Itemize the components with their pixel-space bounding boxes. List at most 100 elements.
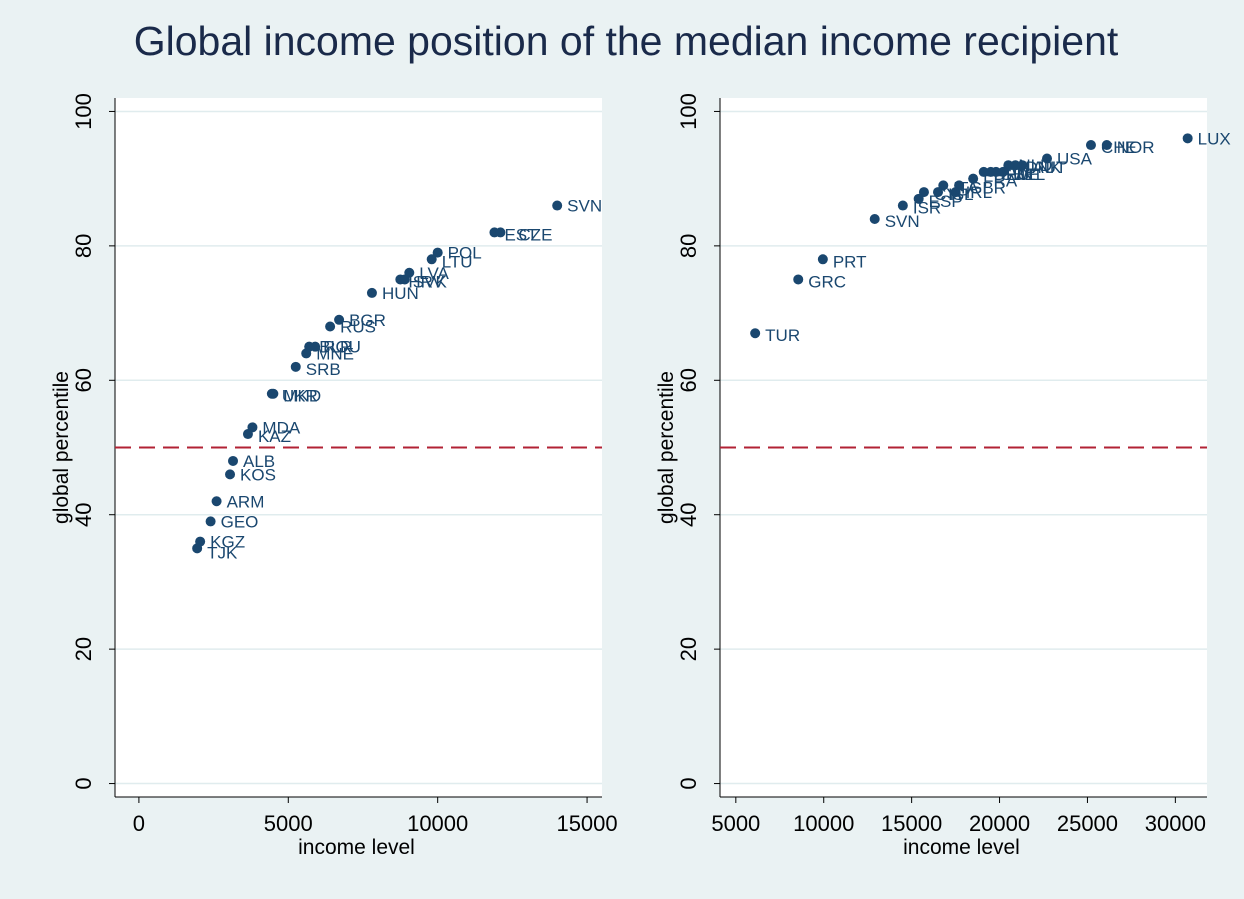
x-tick-label: 10000 <box>407 811 468 836</box>
data-label-aut: AUT <box>1032 158 1066 177</box>
data-point-bgr <box>334 314 345 325</box>
data-label-ita: ITA <box>953 178 979 197</box>
data-label-isr: ISR <box>913 199 941 218</box>
data-label-geo: GEO <box>221 512 259 531</box>
data-label-esp: ESP <box>929 192 963 211</box>
y-tick-label: 100 <box>71 93 96 130</box>
data-label-mda: MDA <box>262 418 300 437</box>
data-point-esp <box>913 193 924 204</box>
data-label-mne: MNE <box>316 344 354 363</box>
data-point-swe <box>985 166 996 177</box>
data-label-gbr: GBR <box>969 178 1006 197</box>
data-label-hun: HUN <box>382 284 419 303</box>
data-label-est: EST <box>504 225 537 244</box>
data-label-ltu: LTU <box>442 252 473 271</box>
data-label-dnk: DNK <box>1025 158 1062 177</box>
data-point-fra <box>968 173 979 184</box>
data-point-geo <box>205 516 216 527</box>
data-point-ita <box>938 180 949 191</box>
data-point-bel <box>998 166 1009 177</box>
data-point-svn <box>869 213 880 224</box>
data-label-irl: IRL <box>966 183 992 202</box>
data-label-kaz: KAZ <box>258 427 291 446</box>
x-tick-label: 15000 <box>556 811 617 836</box>
y-tick-label: 80 <box>676 234 701 258</box>
x-tick-label: 25000 <box>1057 811 1118 836</box>
data-point-nor <box>1101 140 1112 151</box>
data-point-pol <box>432 247 443 258</box>
x-axis-title: income level <box>298 836 415 859</box>
data-label-lva: LVA <box>419 264 449 283</box>
data-label-usa: USA <box>1057 149 1093 168</box>
y-tick-label: 20 <box>676 637 701 661</box>
y-tick-label: 60 <box>676 368 701 392</box>
data-point-mne <box>301 348 312 359</box>
data-label-deu: DEU <box>994 165 1030 184</box>
data-label-alb: ALB <box>243 452 275 471</box>
y-tick-label: 40 <box>71 502 96 526</box>
data-point-tur <box>750 328 761 339</box>
data-point-kaz <box>242 429 253 440</box>
data-point-srb <box>290 361 301 372</box>
data-label-hrv: HRV <box>408 272 444 291</box>
data-point-prt <box>817 254 828 265</box>
chart-panel-1: 0 20 40 60 80 100 0 5000 10000 15000 income level g… <box>50 93 618 859</box>
data-label-svn: SVN <box>885 212 920 231</box>
data-point-irl <box>950 187 961 198</box>
data-point-arm <box>211 496 222 507</box>
data-point-svn <box>552 200 563 211</box>
x-tick-label: 30000 <box>1145 811 1206 836</box>
data-label-cze: CZE <box>518 225 552 244</box>
data-label-bel: BEL <box>1013 165 1045 184</box>
data-label-fin: FIN <box>1006 165 1033 184</box>
data-point-nld <box>1003 160 1014 171</box>
y-axis-title: global percentile <box>50 371 73 524</box>
data-label-kos: KOS <box>240 465 276 484</box>
data-label-nld: NLD <box>1018 156 1052 175</box>
data-point-deu <box>978 166 989 177</box>
data-point-rus <box>325 321 336 332</box>
data-point-isr <box>897 200 908 211</box>
data-label-pol: POL <box>448 244 482 263</box>
data-label-srb: SRB <box>306 360 341 379</box>
data-label-prt: PRT <box>833 252 867 271</box>
data-label-kgz: KGZ <box>210 533 245 552</box>
data-label-svk: SVK <box>413 272 448 291</box>
data-point-usa <box>1042 153 1053 164</box>
data-label-arm: ARM <box>227 492 265 511</box>
data-point-alb <box>228 455 239 466</box>
data-point-tjk <box>192 543 203 554</box>
data-label-bgr: BGR <box>349 311 386 330</box>
data-point-cyp <box>918 187 929 198</box>
data-label-rou: ROU <box>323 338 361 357</box>
x-axis-title: income level <box>903 836 1020 859</box>
y-tick-label: 20 <box>71 637 96 661</box>
data-label-ukr: UKR <box>282 387 318 406</box>
y-tick-label: 40 <box>676 502 701 526</box>
y-tick-label: 80 <box>71 234 96 258</box>
x-tick-label: 5000 <box>711 811 760 836</box>
data-point-mkd <box>268 388 279 399</box>
data-label-grc: GRC <box>808 272 846 291</box>
data-label-lux: LUX <box>1198 129 1231 148</box>
data-point-aut <box>1017 160 1028 171</box>
x-tick-label: 5000 <box>264 811 313 836</box>
data-label-blr: BLR <box>319 338 352 357</box>
data-label-svn: SVN <box>567 197 602 216</box>
y-tick-label: 0 <box>676 777 701 789</box>
data-point-cze <box>495 227 506 238</box>
x-tick-label: 20000 <box>969 811 1030 836</box>
data-label-fra: FRA <box>983 172 1018 191</box>
data-label-cyp: CYP <box>934 185 969 204</box>
y-tick-label: 100 <box>676 93 701 130</box>
chart-panel-2: 0 20 40 60 80 100 5000 10000 15000 20000 25000 3000… <box>655 93 1231 859</box>
data-point-isl <box>933 187 944 198</box>
data-label-rus: RUS <box>340 318 376 337</box>
data-point-svk <box>399 274 410 285</box>
data-point-dnk <box>1010 160 1021 171</box>
data-label-tjk: TJK <box>207 543 238 562</box>
data-point-hun <box>366 287 377 298</box>
y-tick-label: 60 <box>71 368 96 392</box>
data-point-kos <box>225 469 236 480</box>
